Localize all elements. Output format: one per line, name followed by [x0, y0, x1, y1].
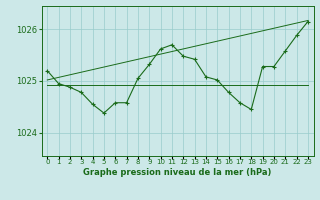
- X-axis label: Graphe pression niveau de la mer (hPa): Graphe pression niveau de la mer (hPa): [84, 168, 272, 177]
